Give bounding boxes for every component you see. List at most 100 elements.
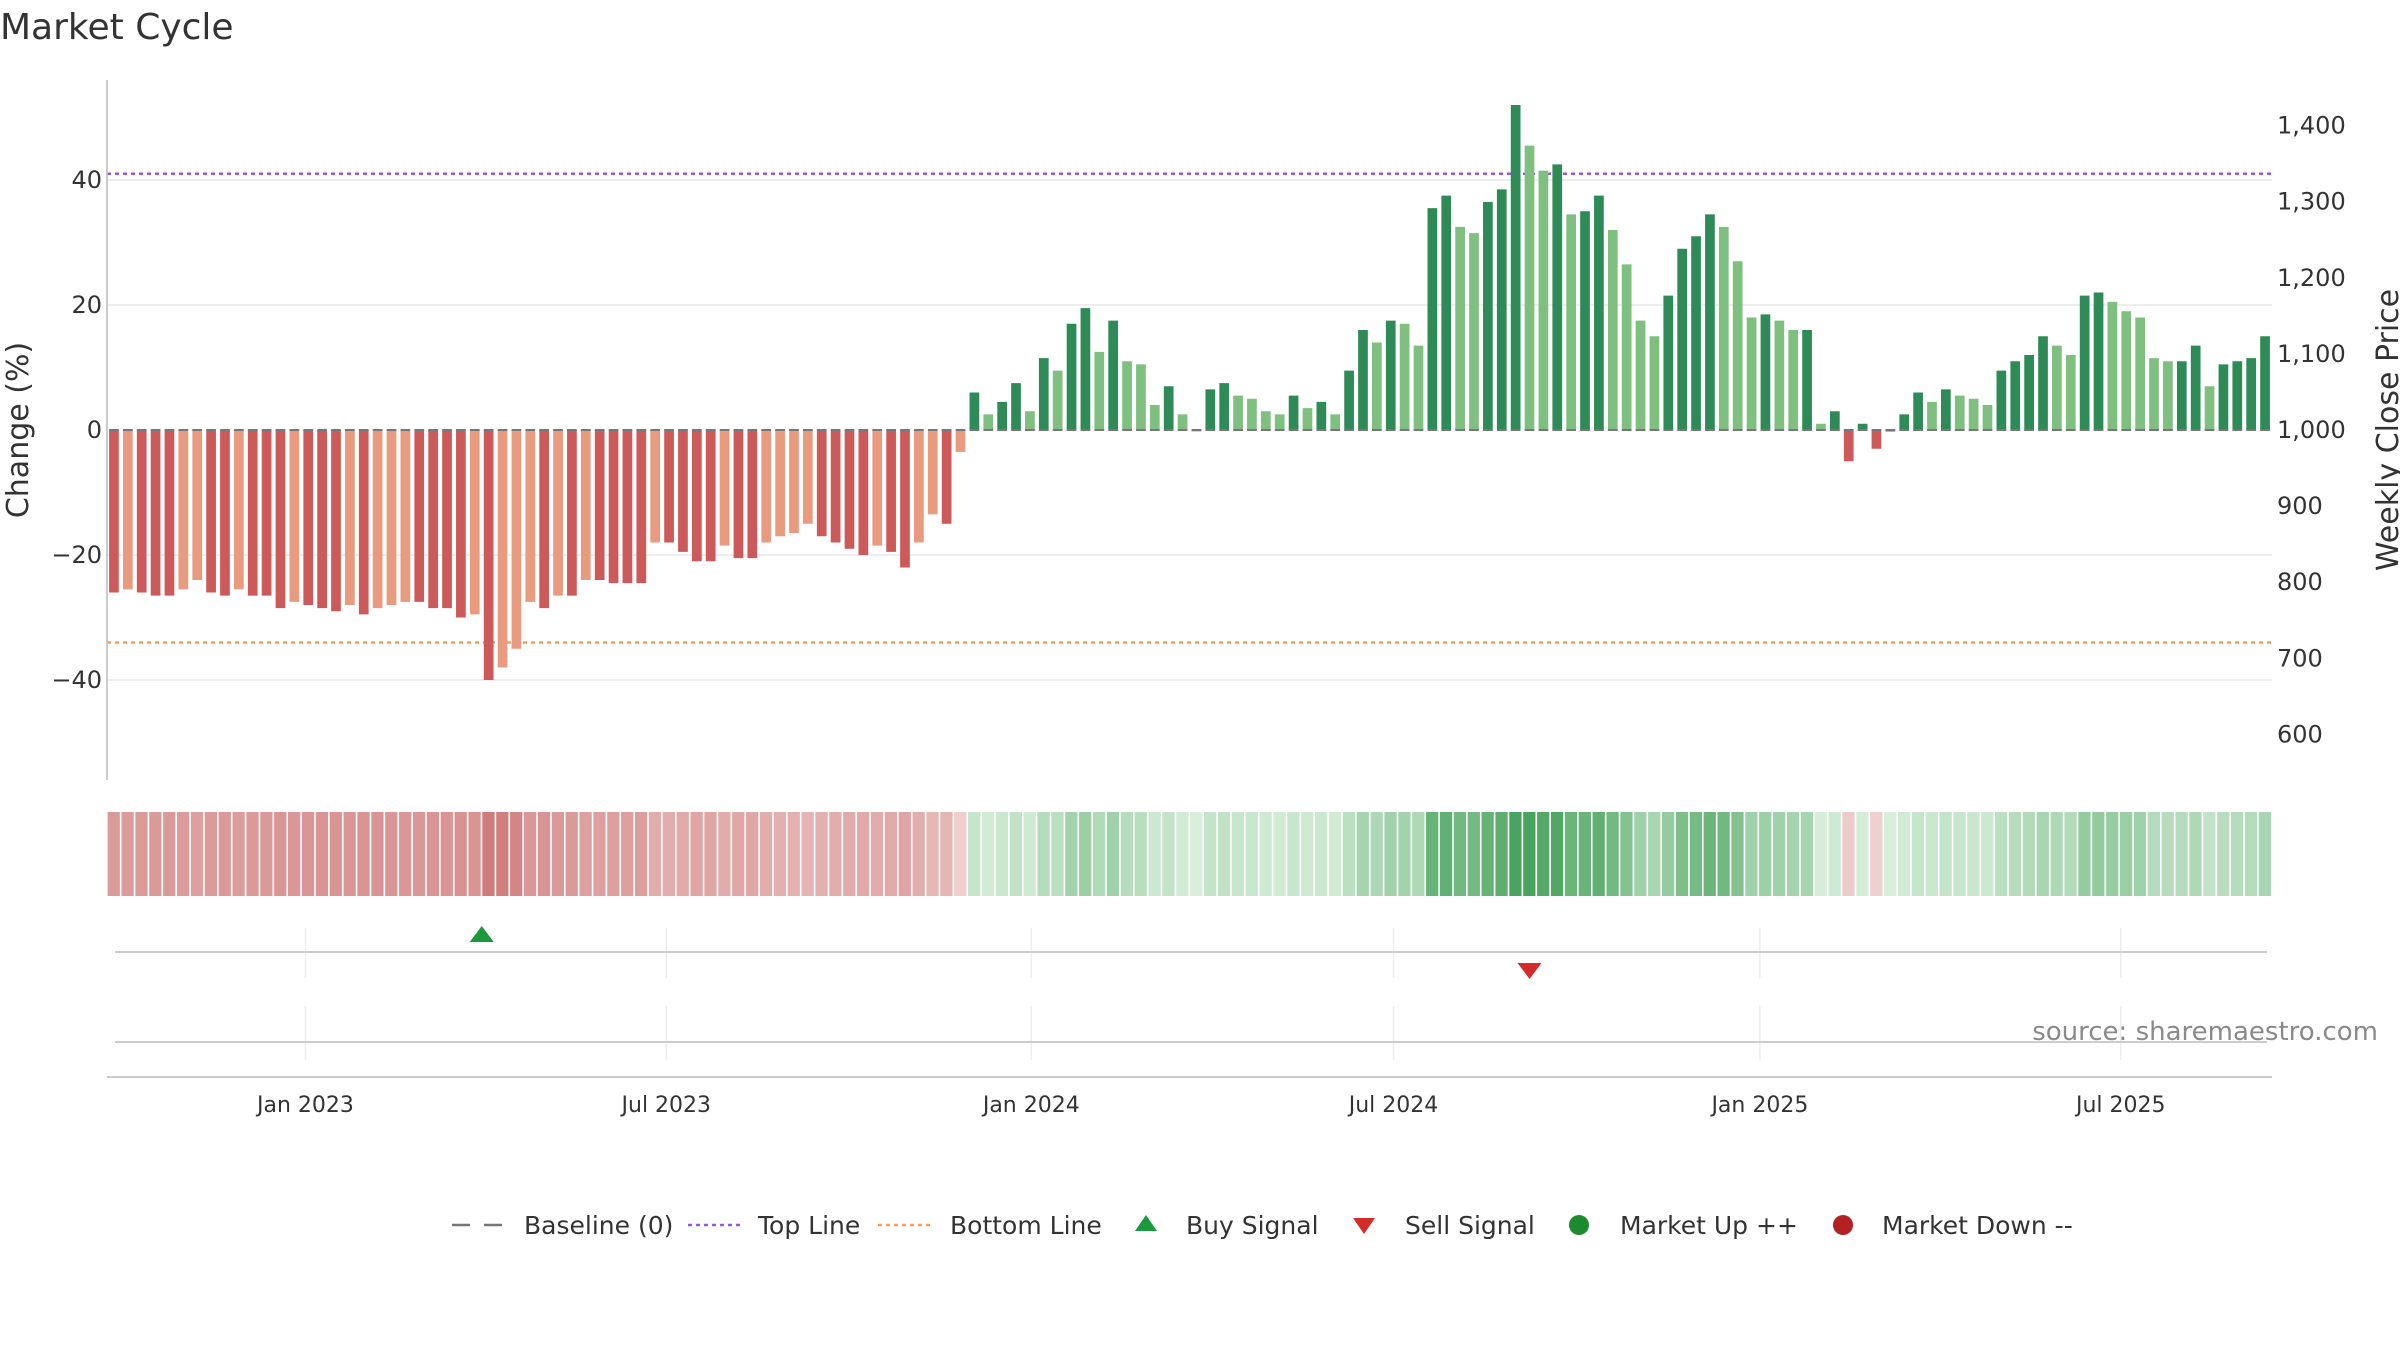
heat-cell (1328, 812, 1342, 896)
heat-cell (1856, 812, 1869, 896)
bar (1594, 195, 1604, 430)
heat-cell (426, 812, 440, 896)
bar (1399, 323, 1410, 430)
legend-label: Baseline (0) (524, 1211, 673, 1240)
heat-cell (676, 812, 689, 896)
bar (1469, 233, 1479, 430)
heat-cell (315, 812, 329, 896)
heat-cell (149, 812, 162, 896)
heat-cell (1453, 812, 1467, 896)
heat-cell (884, 812, 898, 896)
bar (1483, 201, 1493, 430)
bar (1358, 330, 1368, 430)
left-tick-label: −20 (51, 541, 102, 569)
bar (1510, 105, 1521, 430)
heat-cell (288, 812, 301, 896)
left-tick-label: 40 (71, 166, 102, 194)
heat-cell (468, 812, 481, 896)
heat-cell (843, 812, 856, 896)
bar (1913, 392, 1923, 430)
heat-cell (496, 812, 509, 896)
bar (1247, 398, 1257, 430)
bar (2010, 361, 2021, 430)
heat-cell (1439, 812, 1453, 896)
heat-cell (1648, 812, 1661, 896)
heat-cell (718, 812, 731, 896)
bar (1691, 236, 1701, 430)
heat-cell (1870, 812, 1883, 896)
heat-cell (579, 812, 592, 896)
legend-item-market-up: Market Up ++ (1569, 1211, 1798, 1240)
bar (2246, 358, 2257, 430)
left-tick-label: −40 (51, 666, 102, 694)
heat-cell (246, 812, 259, 896)
bar (497, 430, 508, 668)
buy-signal-marker (469, 926, 494, 942)
bar (414, 430, 425, 602)
bar (761, 430, 772, 543)
heat-cell (870, 812, 884, 896)
bar (1038, 358, 1049, 430)
heat-cell (1106, 812, 1120, 896)
heat-cell (829, 812, 842, 896)
bar (428, 430, 438, 609)
left-tick-label: 20 (71, 291, 102, 319)
heat-cell (1814, 812, 1827, 896)
bar (2232, 361, 2243, 430)
legend-label: Market Up ++ (1620, 1211, 1798, 1240)
bar (289, 430, 300, 602)
bar (275, 430, 286, 609)
right-axis-ticks: 600 700 800 900 1,000 1,100 1,200 1,300 1,400 (2277, 112, 2346, 749)
heat-cell (1731, 812, 1744, 896)
bar (1163, 386, 1174, 430)
heat-cell (2092, 812, 2105, 896)
bar (1996, 370, 2007, 430)
heat-cell (2175, 812, 2188, 896)
bar (1330, 414, 1341, 430)
heat-cell (995, 812, 1009, 896)
bar (802, 430, 813, 524)
bar (2176, 361, 2187, 430)
bar (678, 430, 688, 552)
bar (164, 430, 175, 596)
heat-cell (1953, 812, 1966, 896)
bar (1441, 195, 1452, 430)
bar (664, 430, 674, 543)
bar (386, 430, 397, 605)
bar (1580, 211, 1590, 430)
heat-cell (329, 812, 342, 896)
heat-cell (274, 812, 287, 896)
bar (1371, 342, 1382, 430)
bar (109, 430, 119, 593)
bar (1108, 320, 1119, 430)
bar (1260, 411, 1271, 430)
heat-cell (1273, 812, 1286, 896)
bar (886, 430, 896, 552)
heat-cell (357, 812, 370, 896)
bar (303, 430, 314, 605)
right-tick-label: 600 (2277, 720, 2323, 748)
bar (345, 430, 355, 605)
heat-cell (399, 812, 412, 896)
heat-cell (1245, 812, 1258, 896)
bar (1233, 395, 1243, 430)
bar (705, 430, 716, 562)
heat-cell (1467, 812, 1480, 896)
right-tick-label: 700 (2277, 644, 2323, 672)
heat-cell (523, 812, 537, 896)
heat-cell (1786, 812, 1800, 896)
heat-cell (482, 812, 495, 896)
bar (580, 430, 591, 580)
bar (539, 430, 550, 609)
right-tick-label: 900 (2277, 492, 2323, 520)
heat-cell (2161, 812, 2174, 896)
heat-cell (1828, 812, 1841, 896)
heat-cell (815, 812, 828, 896)
signal-panel (107, 928, 2272, 1078)
legend-item-top-line: Top Line (688, 1211, 860, 1240)
bar-series (109, 105, 2270, 680)
bar (1385, 320, 1396, 430)
heat-cell (940, 812, 953, 896)
source-text: source: sharemaestro.com (2032, 1017, 2378, 1047)
x-tick-label: Jan 2023 (255, 1093, 354, 1118)
